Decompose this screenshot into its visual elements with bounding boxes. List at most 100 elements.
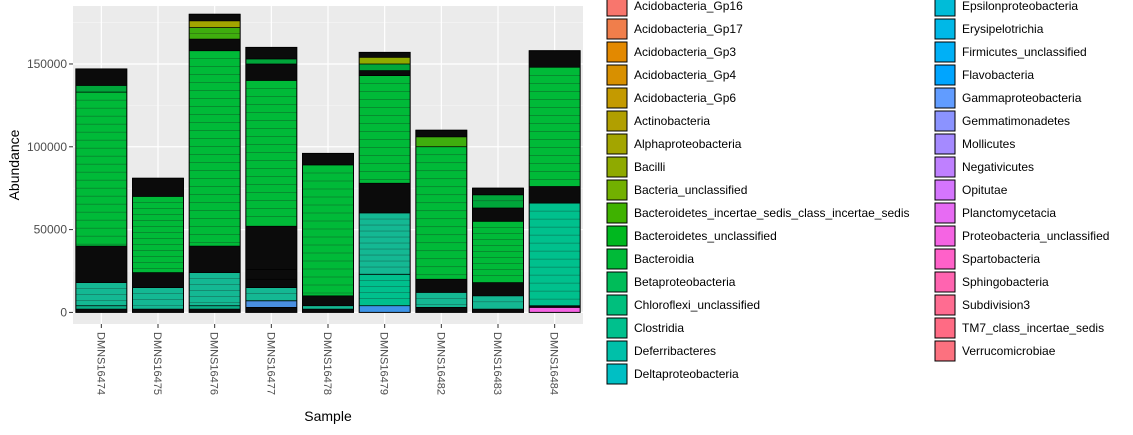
legend-item: Verrucomicrobiae — [934, 340, 1056, 362]
legend-item: Alphaproteobacteria — [606, 133, 742, 155]
bar-segment — [529, 67, 581, 187]
legend-label: Acidobacteria_Gp3 — [634, 45, 736, 59]
bar-segment — [189, 309, 241, 313]
legend-item: Sphingobacteria — [934, 271, 1049, 293]
legend-swatch — [606, 225, 628, 247]
bar-DMNS16482 — [415, 129, 468, 313]
legend-label: Actinobacteria — [634, 114, 710, 128]
legend-swatch — [934, 202, 956, 224]
y-axis: 0 50000 100000 150000 — [27, 57, 73, 319]
legend-swatch — [606, 41, 628, 63]
bar-segment — [189, 305, 241, 310]
bar-segment — [359, 213, 411, 275]
legend-item: Proteobacteria_unclassified — [934, 225, 1109, 247]
legend-item: Deferribacteres — [606, 340, 716, 362]
legend-swatch — [606, 110, 628, 132]
y-axis-title: Abundance — [6, 129, 22, 200]
legend-label: Epsilonproteobacteria — [962, 0, 1078, 13]
bar-outline — [75, 68, 128, 313]
bar-segment — [132, 196, 184, 273]
bar-segment — [75, 68, 127, 86]
bar-segment — [245, 226, 297, 270]
bar-outline — [472, 187, 524, 313]
bars — [75, 13, 581, 313]
legend-item: Bacteroidetes_incertae_sedis_class_incer… — [606, 202, 910, 224]
legend-item: Negativicutes — [934, 156, 1034, 178]
legend-label: Gemmatimonadetes — [962, 114, 1070, 128]
legend-item: Planctomycetacia — [934, 202, 1056, 224]
bar-segment — [302, 305, 354, 310]
x-tick-label: DMNS16475 — [151, 332, 163, 395]
bar-DMNS16474 — [75, 68, 128, 313]
bar-outline — [302, 152, 354, 313]
legend-swatch — [934, 110, 956, 132]
legend-swatch — [606, 156, 628, 178]
legend-item: TM7_class_incertae_sedis — [934, 317, 1104, 339]
legend-swatch — [606, 179, 628, 201]
bar-segment — [189, 20, 241, 28]
legend-label: Chloroflexi_unclassified — [634, 298, 760, 312]
legend-swatch — [934, 248, 956, 270]
bar-segment — [472, 221, 524, 283]
bar-segment — [529, 50, 581, 68]
legend-item: Bacteroidia — [606, 248, 694, 270]
bar-segment — [472, 282, 524, 296]
legend-label: Acidobacteria_Gp17 — [634, 22, 743, 36]
legend-label: Opitutae — [962, 183, 1008, 197]
bar-segment — [472, 295, 524, 310]
legend-swatch — [606, 202, 628, 224]
bar-outline — [528, 50, 581, 313]
legend-swatch — [606, 248, 628, 270]
legend-item: Acidobacteria_Gp17 — [606, 18, 743, 40]
legend-item: Deltaproteobacteria — [606, 363, 739, 385]
bar-DMNS16484 — [528, 50, 581, 313]
y-tick-label: 0 — [60, 305, 67, 319]
legend-label: Bacteroidetes_incertae_sedis_class_incer… — [634, 206, 910, 220]
bar-segment — [245, 307, 297, 313]
legend-label: Acidobacteria_Gp16 — [634, 0, 743, 13]
legend-label: Sphingobacteria — [962, 275, 1049, 289]
legend-swatch — [934, 87, 956, 109]
legend-label: Acidobacteria_Gp4 — [634, 68, 736, 82]
bar-segment — [359, 274, 411, 306]
legend-item: Epsilonproteobacteria — [934, 0, 1078, 17]
bar-outline — [132, 177, 184, 313]
bar-segment — [245, 63, 297, 81]
legend-item: Spartobacteria — [934, 248, 1040, 270]
bar-segment — [75, 85, 127, 93]
x-tick-label: DMNS16484 — [548, 332, 560, 395]
bar-segment — [359, 183, 411, 214]
legend-item: Firmicutes_unclassified — [934, 41, 1087, 63]
legend-swatch — [934, 41, 956, 63]
legend-label: Betaproteobacteria — [634, 275, 736, 289]
bar-segment — [75, 92, 127, 247]
bar-segment — [189, 50, 241, 247]
bar-segment — [75, 305, 127, 310]
legend-swatch — [606, 340, 628, 362]
bar-segment — [529, 186, 581, 204]
legend-item: Acidobacteria_Gp16 — [606, 0, 743, 17]
legend-item: Mollicutes — [934, 133, 1015, 155]
legend-label: Deferribacteres — [634, 344, 716, 358]
legend-swatch — [934, 271, 956, 293]
bar-segment — [75, 246, 127, 283]
bar-outline — [188, 13, 241, 313]
legend-label: Erysipelotrichia — [962, 22, 1044, 36]
legend-label: Clostridia — [634, 321, 684, 335]
legend-label: Deltaproteobacteria — [634, 367, 739, 381]
legend-swatch — [934, 64, 956, 86]
bar-segment — [302, 165, 354, 296]
legend-swatch — [606, 87, 628, 109]
x-axis-title: Sample — [304, 408, 352, 424]
legend-item: Erysipelotrichia — [934, 18, 1044, 40]
bar-segment — [415, 307, 467, 313]
legend-item: Bacteria_unclassified — [606, 179, 747, 201]
legend-swatch — [606, 271, 628, 293]
bar-segment — [415, 146, 467, 280]
legend-label: Bacteroidetes_unclassified — [634, 229, 777, 243]
x-tick-label: DMNS16476 — [208, 332, 220, 395]
legend: Acidobacteria_Gp16 Acidobacteria_Gp17 Acid… — [606, 0, 1109, 385]
bar-segment — [245, 47, 297, 59]
legend-item: Gammaproteobacteria — [934, 87, 1082, 109]
